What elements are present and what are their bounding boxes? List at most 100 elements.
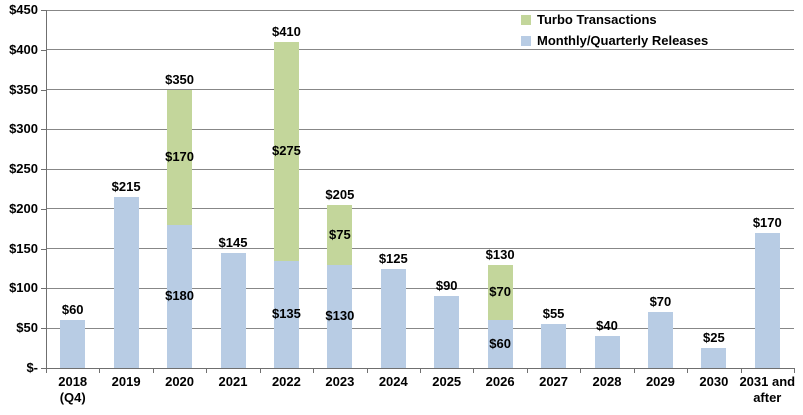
y-axis-tick bbox=[41, 89, 46, 91]
y-axis-tick-label: $- bbox=[26, 360, 38, 375]
x-axis-tick bbox=[259, 368, 261, 373]
bar-total-label: $70 bbox=[649, 294, 672, 310]
bar-segment-monthly-quarterly-releases bbox=[60, 320, 86, 368]
bar-segment-monthly-quarterly-releases bbox=[701, 348, 727, 368]
bar-segment-turbo-transactions bbox=[487, 264, 513, 321]
bar-segment-label: $170 bbox=[165, 149, 195, 165]
gridline bbox=[46, 9, 794, 11]
legend-label-monthly-quarterly-releases: Monthly/Quarterly Releases bbox=[537, 33, 709, 48]
bar-total-label: $130 bbox=[485, 246, 515, 262]
bar-total-label: $215 bbox=[111, 178, 141, 194]
bar-segment-label: $60 bbox=[489, 336, 511, 352]
bar-total-label: $90 bbox=[435, 278, 458, 294]
y-axis-tick bbox=[41, 288, 46, 290]
y-axis-tick bbox=[41, 208, 46, 210]
gridline bbox=[46, 327, 794, 329]
x-axis-tick bbox=[99, 368, 101, 373]
bar-total-label: $205 bbox=[325, 186, 355, 202]
legend-item-turbo-transactions: Turbo Transactions bbox=[521, 13, 708, 27]
bar-segment-label: $130 bbox=[325, 308, 355, 324]
gridline bbox=[46, 248, 794, 250]
legend-label-turbo-transactions: Turbo Transactions bbox=[537, 12, 657, 27]
x-axis-category-label: 2031 and after bbox=[739, 374, 796, 405]
bar-total-label: $60 bbox=[61, 302, 84, 318]
x-axis-category-label: 2025 bbox=[432, 374, 462, 389]
bar-segment-label: $275 bbox=[271, 143, 301, 159]
bar-total-label: $145 bbox=[218, 234, 248, 250]
x-axis-tick bbox=[740, 368, 742, 373]
x-axis-category-label: 2020 bbox=[165, 374, 195, 389]
bar-segment-monthly-quarterly-releases bbox=[380, 268, 406, 368]
bar-segment-label: $70 bbox=[489, 284, 511, 300]
bar-total-label: $25 bbox=[702, 330, 725, 346]
bar-segment-monthly-quarterly-releases bbox=[167, 224, 193, 368]
bar-total-label: $55 bbox=[542, 306, 565, 322]
gridline bbox=[46, 168, 794, 170]
bar-segment-label: $180 bbox=[165, 288, 195, 304]
x-axis-category-label: 2029 bbox=[645, 374, 675, 389]
x-axis-tick bbox=[580, 368, 582, 373]
bar-segment-monthly-quarterly-releases bbox=[113, 196, 139, 368]
x-axis-category-label: 2019 bbox=[111, 374, 141, 389]
bar-segment-label: $75 bbox=[328, 226, 351, 242]
x-axis-tick bbox=[206, 368, 208, 373]
bar-segment-monthly-quarterly-releases bbox=[541, 324, 567, 368]
bar-segment-monthly-quarterly-releases bbox=[594, 336, 620, 368]
x-axis-tick bbox=[526, 368, 528, 373]
x-axis-tick bbox=[633, 368, 635, 373]
y-axis-tick bbox=[41, 129, 46, 131]
gridline bbox=[46, 89, 794, 91]
x-axis-category-label: 2028 bbox=[592, 374, 622, 389]
y-axis-tick-label: $450 bbox=[9, 2, 38, 17]
legend-item-monthly-quarterly-releases: Monthly/Quarterly Releases bbox=[521, 34, 708, 48]
y-axis-tick-label: $300 bbox=[9, 121, 38, 137]
bar-segment-monthly-quarterly-releases bbox=[487, 320, 513, 368]
y-axis-tick-label: $150 bbox=[9, 240, 38, 256]
x-axis-tick bbox=[313, 368, 315, 373]
bar-segment-monthly-quarterly-releases bbox=[434, 296, 460, 368]
x-axis-category-label: 2024 bbox=[378, 374, 408, 389]
bar-segment-monthly-quarterly-releases bbox=[647, 312, 673, 368]
y-axis-tick-label: $100 bbox=[9, 280, 38, 296]
bar-total-label: $350 bbox=[165, 71, 195, 87]
legend-swatch-monthly-quarterly-releases-icon bbox=[521, 36, 531, 46]
x-axis-tick bbox=[473, 368, 475, 373]
y-axis-tick bbox=[41, 49, 46, 51]
x-axis-tick bbox=[152, 368, 154, 373]
x-axis-tick bbox=[366, 368, 368, 373]
y-axis-tick-label: $400 bbox=[9, 41, 38, 57]
bar-segment-label: $135 bbox=[271, 306, 301, 322]
bar-total-label: $410 bbox=[271, 23, 301, 39]
bar-segment-turbo-transactions bbox=[273, 41, 299, 261]
y-axis-tick bbox=[41, 368, 46, 369]
x-axis-tick bbox=[687, 368, 689, 373]
bar-segment-monthly-quarterly-releases bbox=[273, 260, 299, 368]
bar-segment-monthly-quarterly-releases bbox=[754, 232, 780, 368]
x-axis-tick bbox=[794, 368, 795, 373]
legend: Turbo Transactions Monthly/Quarterly Rel… bbox=[521, 13, 708, 55]
x-axis-tick bbox=[420, 368, 421, 373]
x-axis-category-label: 2022 bbox=[271, 374, 301, 389]
y-axis-tick bbox=[41, 169, 46, 171]
gridline bbox=[46, 208, 794, 210]
y-axis-tick-label: $50 bbox=[16, 320, 38, 336]
bar-total-label: $40 bbox=[596, 318, 618, 334]
x-axis-category-label: 2030 bbox=[699, 374, 729, 389]
x-axis-category-label: 2018 (Q4) bbox=[58, 374, 88, 405]
y-axis-line bbox=[46, 10, 47, 373]
y-axis-tick bbox=[41, 10, 46, 11]
bar-segment-turbo-transactions bbox=[327, 204, 353, 265]
legend-swatch-turbo-transactions-icon bbox=[521, 15, 531, 25]
bar-total-label: $125 bbox=[378, 250, 408, 266]
y-axis-tick-label: $250 bbox=[9, 161, 38, 177]
bar-segment-monthly-quarterly-releases bbox=[220, 252, 246, 368]
x-axis-category-label: 2021 bbox=[218, 374, 248, 389]
x-axis-line bbox=[46, 368, 794, 369]
y-axis-tick bbox=[41, 248, 46, 250]
x-axis-category-label: 2023 bbox=[325, 374, 355, 389]
bar-total-label: $170 bbox=[752, 214, 782, 230]
y-axis-tick bbox=[41, 328, 46, 330]
x-axis-category-label: 2027 bbox=[539, 374, 569, 389]
x-axis-category-label: 2026 bbox=[485, 374, 515, 389]
